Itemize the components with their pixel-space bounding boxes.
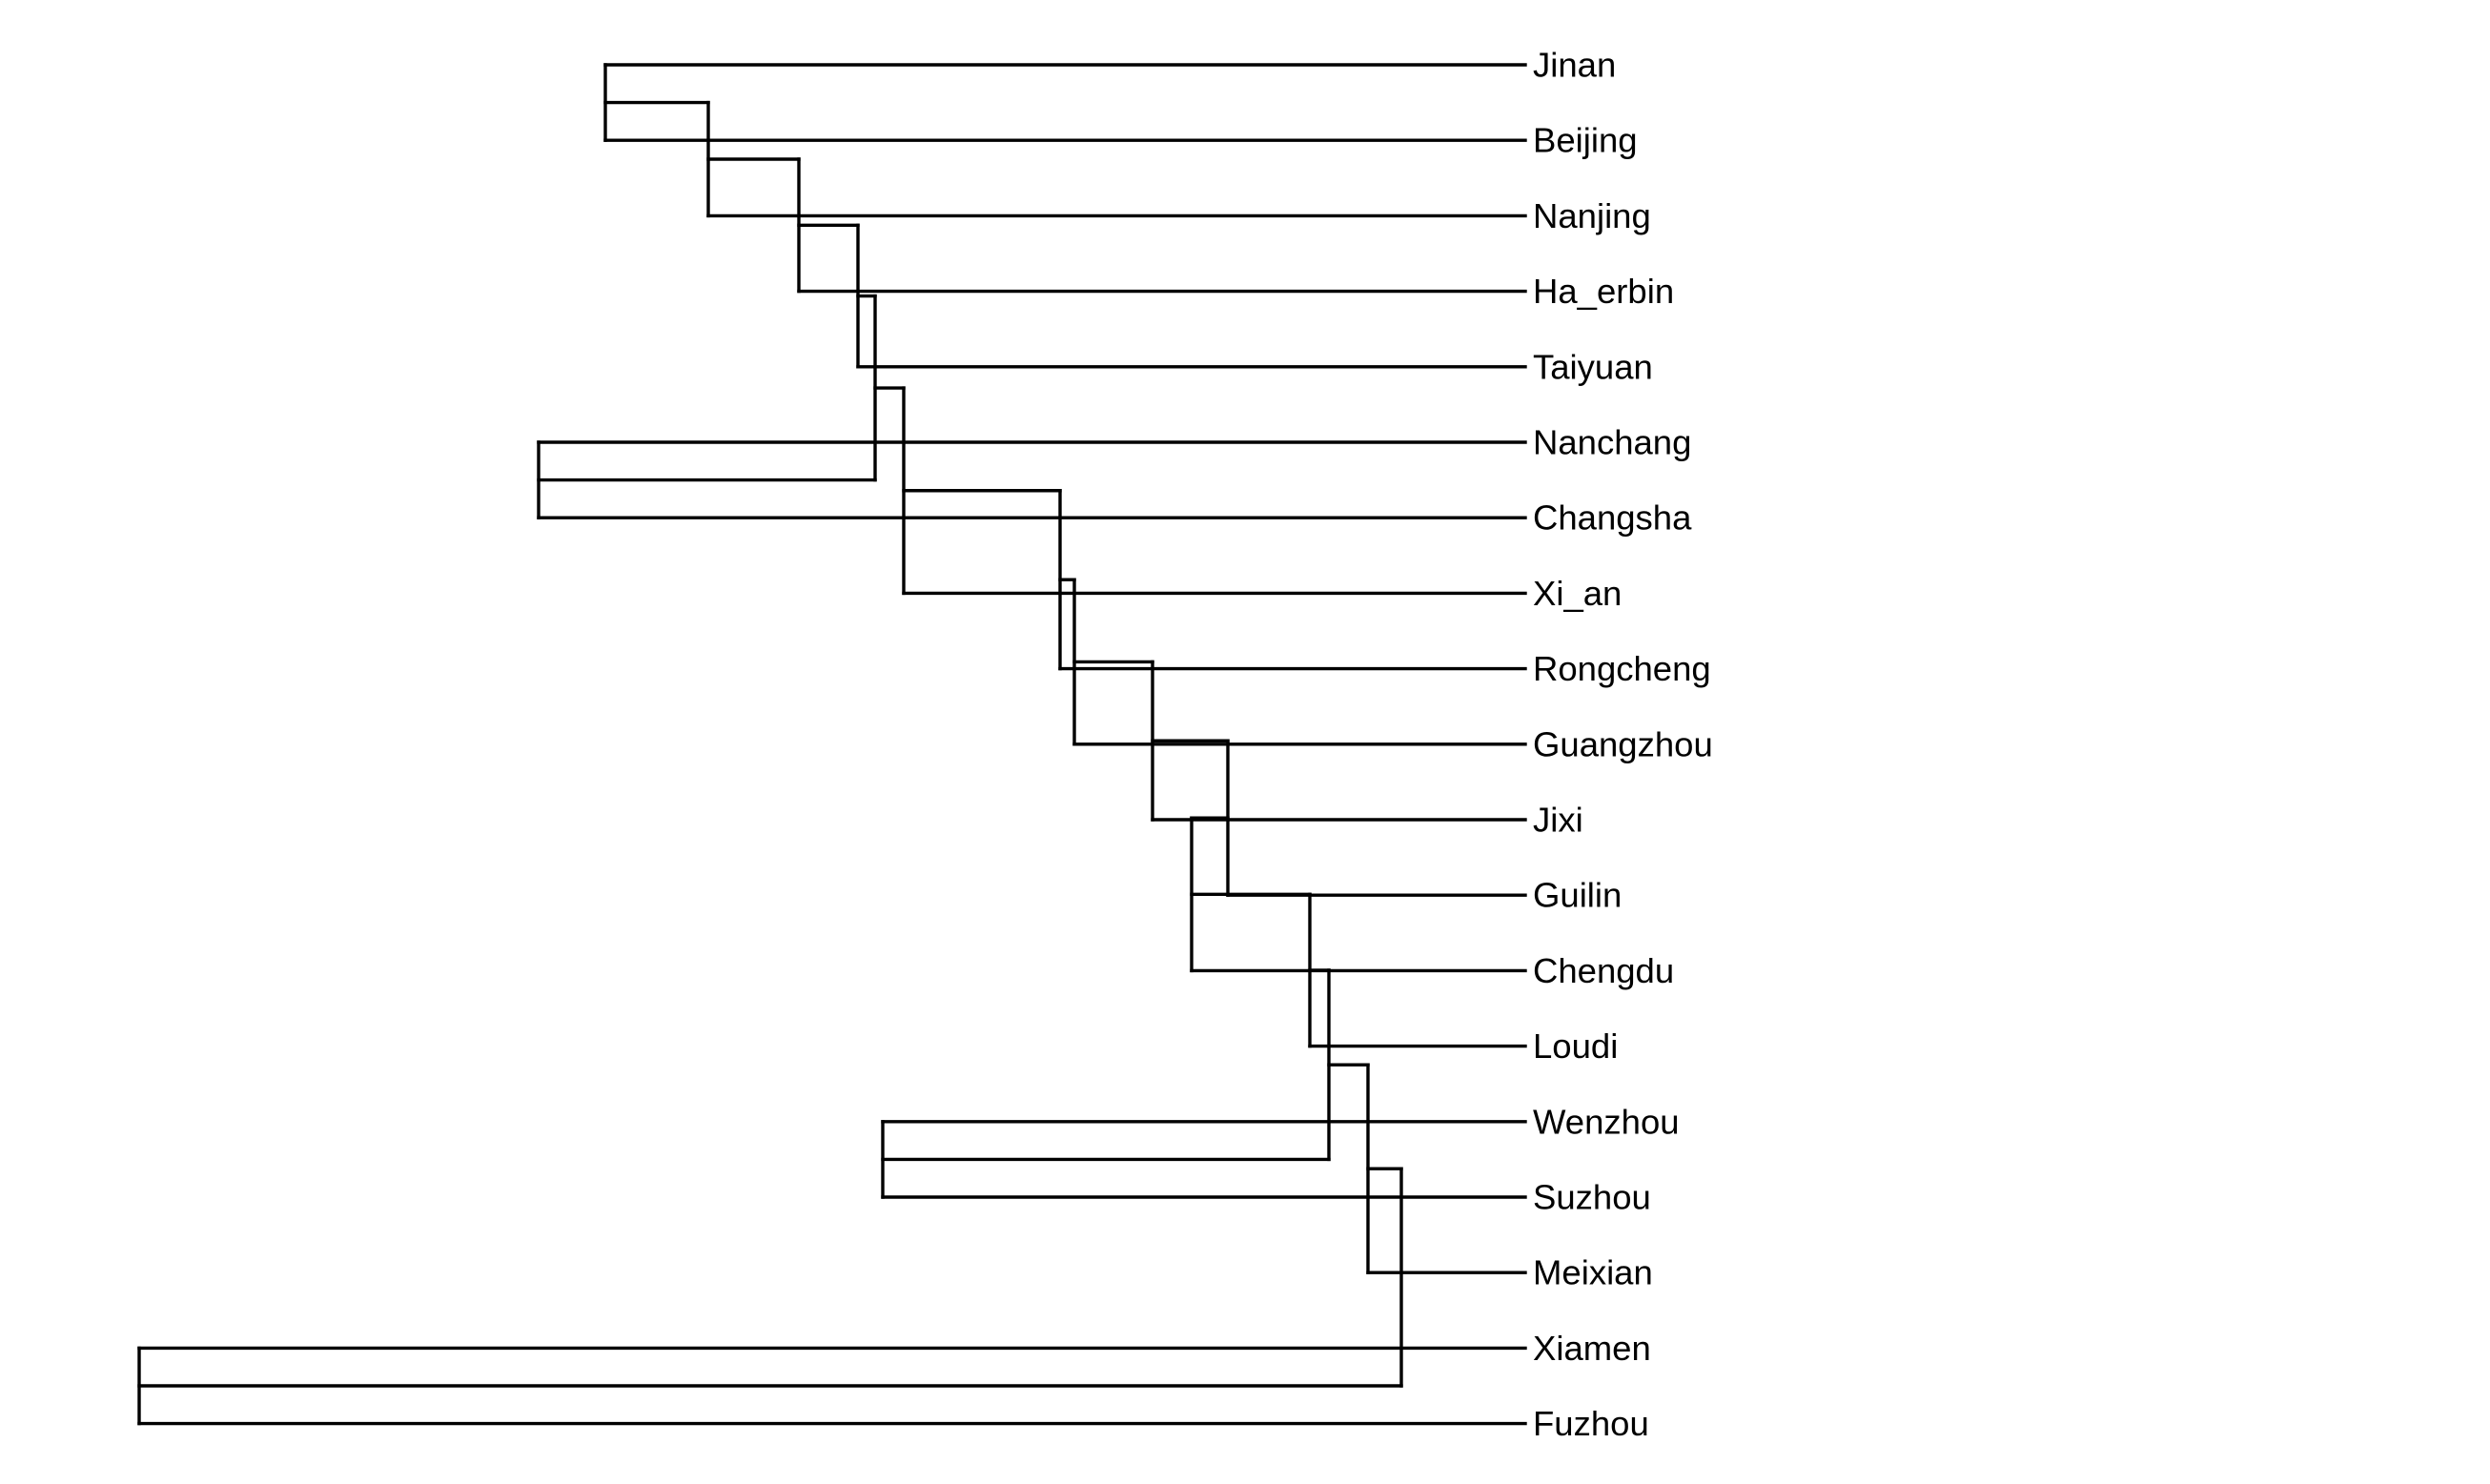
leaf-label: Beijing	[1533, 121, 1638, 160]
leaf-label: Jixi	[1533, 801, 1583, 840]
leaf-label: Nanjing	[1533, 196, 1651, 235]
leaf-label: Wenzhou	[1533, 1102, 1680, 1141]
dendrogram-branches	[137, 63, 1527, 1426]
leaf-label: Rongcheng	[1533, 649, 1711, 688]
leaf-label: Changsha	[1533, 498, 1692, 538]
leaf-label: Taiyuan	[1533, 347, 1653, 386]
leaf-label: Loudi	[1533, 1027, 1618, 1066]
leaf-label: Meixian	[1533, 1253, 1653, 1292]
leaf-label: Chengdu	[1533, 951, 1674, 990]
leaf-label: Suzhou	[1533, 1178, 1651, 1217]
leaf-label: Jinan	[1533, 46, 1616, 85]
leaf-label: Guilin	[1533, 876, 1622, 915]
leaf-labels: Jinan Beijing Nanjing Ha_erbin Taiyuan Nancha…	[1533, 46, 1713, 1444]
leaf-label: Xiamen	[1533, 1329, 1651, 1368]
leaf-label: Xi_an	[1533, 574, 1622, 613]
leaf-label: Nanchang	[1533, 423, 1691, 462]
leaf-label: Fuzhou	[1533, 1404, 1649, 1443]
leaf-label: Guangzhou	[1533, 724, 1713, 763]
leaf-label: Ha_erbin	[1533, 272, 1674, 311]
